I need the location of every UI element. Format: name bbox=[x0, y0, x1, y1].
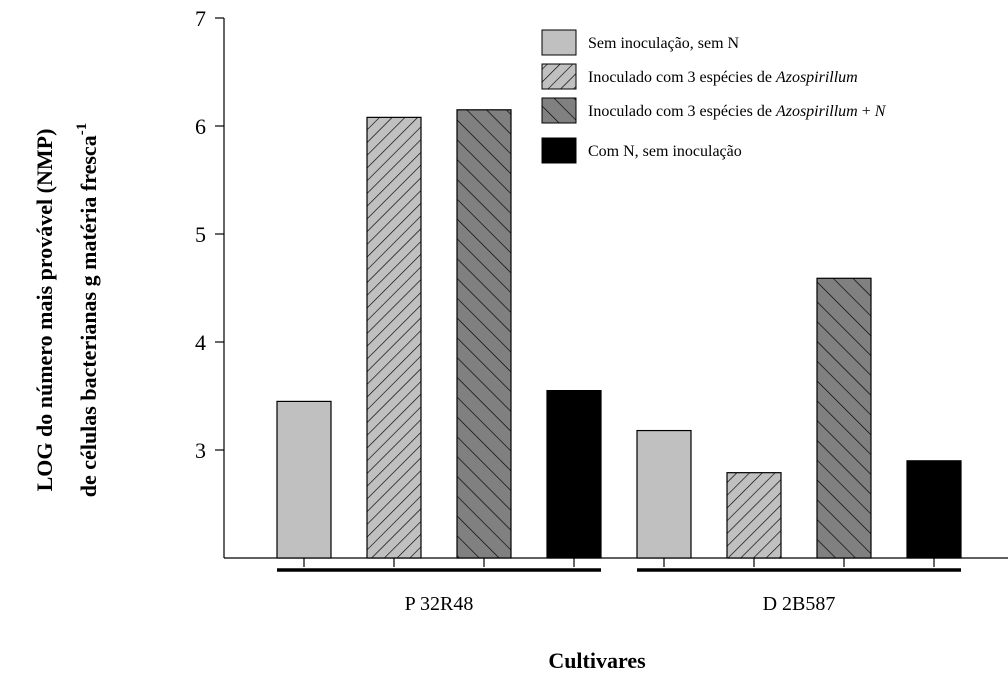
y-axis-title-2: de células bacterianas g matéria fresca-… bbox=[74, 123, 101, 497]
bar bbox=[546, 390, 602, 559]
y-axis-title: LOG do número mais provável (NMP) bbox=[32, 129, 57, 492]
y-tick-label: 6 bbox=[195, 114, 206, 139]
legend-label-part: N bbox=[874, 103, 887, 120]
y-tick-label: 3 bbox=[195, 438, 206, 463]
bar bbox=[366, 116, 422, 559]
legend-label-part: + bbox=[858, 103, 875, 120]
y-tick-label: 5 bbox=[195, 222, 206, 247]
legend-swatch bbox=[541, 63, 577, 90]
bar bbox=[636, 429, 692, 559]
legend-swatch bbox=[541, 137, 577, 164]
bar bbox=[456, 109, 512, 559]
bar bbox=[906, 460, 962, 559]
bar bbox=[276, 400, 332, 559]
legend-swatch bbox=[541, 97, 577, 124]
y-tick-label: 4 bbox=[195, 330, 206, 355]
y-axis-title-superscript: -1 bbox=[74, 123, 90, 136]
y-axis: 3 4 5 6 7 bbox=[195, 6, 225, 558]
legend-label-part: Com N, sem inoculação bbox=[588, 143, 742, 160]
legend-label-part: Inoculado com 3 espécies de bbox=[588, 69, 776, 86]
legend: Sem inoculação, sem N Inoculado com 3 esp… bbox=[541, 29, 887, 164]
category-label: D 2B587 bbox=[763, 593, 836, 615]
legend-label-part: Inoculado com 3 espécies de bbox=[588, 103, 776, 120]
legend-swatch bbox=[541, 29, 577, 56]
x-axis-title: Cultivares bbox=[548, 648, 646, 673]
bars-group bbox=[276, 109, 962, 559]
category-label: P 32R48 bbox=[405, 593, 474, 615]
y-axis-title-line1: LOG do número mais provável (NMP) bbox=[32, 129, 57, 492]
legend-label: Sem inoculação, sem N bbox=[588, 35, 740, 52]
legend-label: Com N, sem inoculação bbox=[588, 143, 742, 160]
legend-label-part: Azospirillum bbox=[775, 103, 858, 120]
legend-label: Inoculado com 3 espécies de Azospirillum… bbox=[588, 103, 887, 120]
legend-label-part: Sem inoculação, sem N bbox=[588, 35, 740, 52]
y-axis-title-line2-main: de células bacterianas g matéria fresca bbox=[76, 135, 101, 497]
legend-label-part: Azospirillum bbox=[775, 69, 858, 86]
y-axis-title-line2: de células bacterianas g matéria fresca-… bbox=[74, 123, 101, 497]
bar bbox=[726, 472, 782, 559]
legend-label: Inoculado com 3 espécies de Azospirillum bbox=[588, 69, 858, 86]
x-groups: P 32R48 D 2B587 bbox=[277, 558, 961, 615]
bar bbox=[816, 277, 872, 559]
y-tick-label: 7 bbox=[195, 6, 206, 31]
